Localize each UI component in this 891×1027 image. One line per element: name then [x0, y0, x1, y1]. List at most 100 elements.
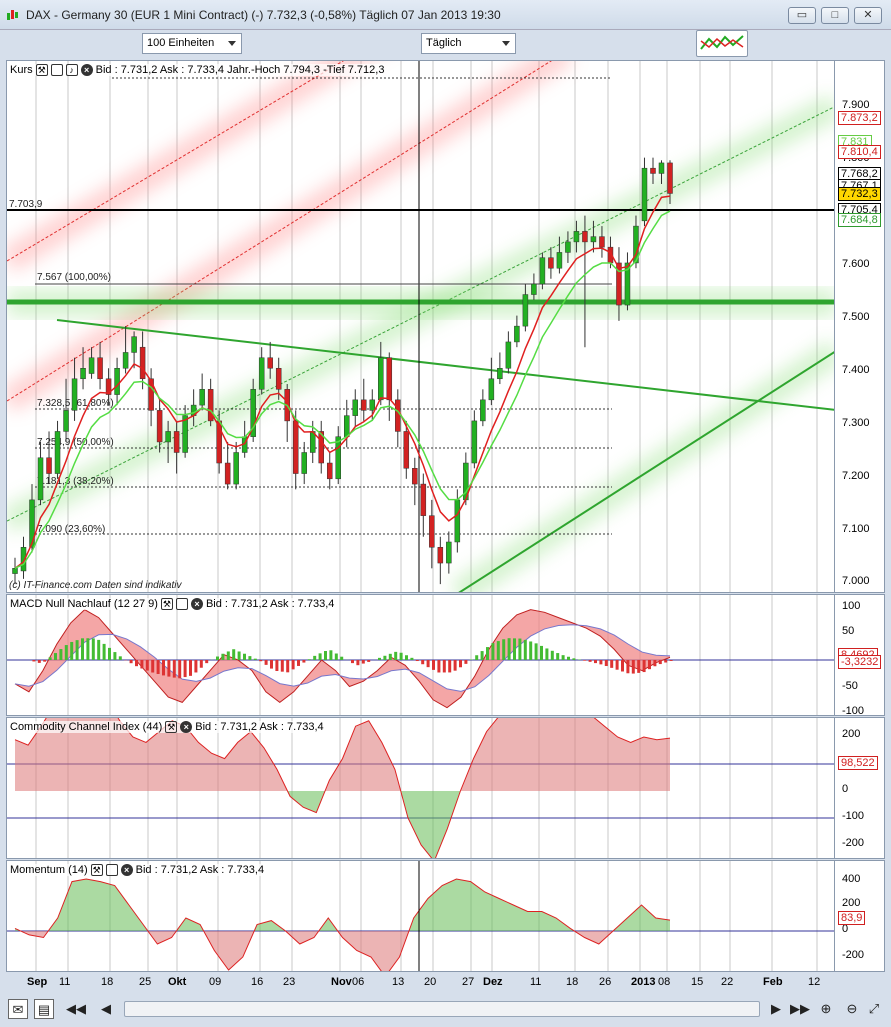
- y-tick-label: 7.500: [842, 311, 870, 323]
- bearish-candle: [105, 378, 112, 395]
- bearish-candle: [599, 236, 605, 248]
- macd-histogram-bar: [189, 660, 192, 676]
- macd-histogram-bar: [232, 649, 236, 660]
- macd-histogram-bar: [664, 660, 668, 663]
- price-panel[interactable]: 7.703,9 7.567 (100,00%) 7.328,5 (61,80%) 7.…: [6, 60, 835, 593]
- price-panel-header: Kurs ⚒ ♪ × Bid : 7.731,2 Ask : 7.733,4 J…: [10, 64, 385, 76]
- zoom-in-icon[interactable]: ⊕: [820, 1001, 832, 1016]
- wrench-icon[interactable]: ⚒: [90, 864, 103, 876]
- bullish-candle: [71, 378, 78, 411]
- bearish-candle: [395, 399, 401, 432]
- close-icon[interactable]: ×: [80, 64, 93, 76]
- close-icon[interactable]: ×: [180, 721, 193, 733]
- macd-histogram-bar: [129, 660, 133, 664]
- price-tag: 7.873,2: [838, 111, 881, 125]
- macd-histogram-bar: [588, 660, 592, 662]
- macd-chart[interactable]: [7, 595, 835, 716]
- y-tick-label: 0: [842, 783, 849, 795]
- macd-histogram-bar: [75, 640, 79, 660]
- macd-histogram-bar: [572, 658, 576, 660]
- macd-histogram-bar: [475, 655, 479, 660]
- chevron-down-icon: [228, 41, 236, 46]
- bearish-candle: [548, 257, 554, 269]
- macd-histogram-bar: [518, 638, 522, 660]
- period-value: Täglich: [426, 37, 462, 49]
- wrench-icon[interactable]: ⚒: [35, 64, 48, 76]
- macd-histogram-bar: [108, 647, 111, 660]
- y-tick-label: 7.300: [842, 417, 870, 429]
- scroll-bar[interactable]: ✉ ▤ ◀◀ ◀ ▶ ▶▶ ⊕ ⊖ ⤢: [6, 997, 886, 1023]
- indicators-button[interactable]: [696, 30, 748, 57]
- macd-histogram-bar: [216, 656, 219, 660]
- price-chart[interactable]: 7.703,97.567 (100,00%)7.328,5 (61,80%)7.…: [7, 61, 835, 593]
- cci-panel[interactable]: Commodity Channel Index (44) ⚒ × Bid : 7…: [6, 717, 835, 859]
- macd-histogram-bar: [405, 655, 408, 660]
- y-tick-label: 7.200: [842, 470, 870, 482]
- macd-histogram-bar: [550, 650, 554, 660]
- bullish-candle: [446, 541, 452, 564]
- title-bar: DAX - Germany 30 (EUR 1 Mini Contract) (…: [0, 0, 891, 30]
- autoscale-icon[interactable]: ⤢: [868, 1001, 880, 1016]
- price-tag: 7.768,2: [838, 167, 881, 181]
- date-tick-label: 25: [139, 976, 152, 988]
- macd-histogram-bar: [253, 658, 257, 660]
- date-tick-label: 12: [808, 976, 821, 988]
- macd-histogram-bar: [648, 660, 651, 670]
- macd-histogram-bar: [394, 651, 398, 660]
- price-tag: 7.684,8: [838, 213, 881, 227]
- date-tick-label: 11: [59, 976, 71, 988]
- first-page-icon[interactable]: ◀◀: [66, 1001, 86, 1016]
- macd-histogram-bar: [145, 660, 149, 671]
- momentum-panel[interactable]: Momentum (14) ⚒ × Bid : 7.731,2 Ask : 7.…: [6, 860, 835, 972]
- macd-panel[interactable]: MACD Null Nachlauf (12 27 9) ⚒ × Bid : 7…: [6, 594, 835, 716]
- macd-histogram-bar: [48, 657, 52, 660]
- macd-signal-line: [14, 624, 671, 692]
- resistance-glow: [7, 61, 369, 273]
- bullish-candle: [488, 378, 495, 401]
- date-tick-label: Feb: [763, 976, 783, 988]
- close-icon[interactable]: ×: [190, 598, 203, 610]
- macd-histogram-bar: [642, 660, 646, 673]
- minimize-button[interactable]: ▭: [788, 7, 816, 24]
- bullish-candle: [122, 352, 129, 369]
- scroll-track[interactable]: [124, 1001, 760, 1017]
- macd-histogram-bar: [264, 660, 268, 665]
- bullish-candle: [480, 399, 486, 422]
- date-tick-label: 2013: [631, 976, 656, 988]
- close-button[interactable]: ✕: [854, 7, 882, 24]
- macd-histogram-bar: [178, 660, 182, 679]
- print-icon[interactable]: ▤: [34, 999, 54, 1019]
- macd-histogram-bar: [523, 639, 527, 660]
- bearish-candle: [224, 462, 231, 485]
- last-page-icon[interactable]: ▶▶: [790, 1001, 810, 1016]
- macd-histogram-bar: [54, 653, 57, 660]
- cci-chart[interactable]: [7, 718, 835, 859]
- wrench-icon[interactable]: ⚒: [165, 721, 178, 733]
- momentum-chart[interactable]: [7, 861, 835, 972]
- y-tick-label: 7.600: [842, 258, 870, 270]
- window-icon[interactable]: [175, 598, 188, 610]
- macd-histogram-bar: [199, 660, 203, 668]
- previous-icon[interactable]: ◀: [101, 1001, 111, 1016]
- macd-histogram-bar: [286, 660, 290, 673]
- date-tick-label: Nov: [331, 976, 352, 988]
- save-icon[interactable]: ✉: [8, 999, 28, 1019]
- zoom-out-icon[interactable]: ⊖: [846, 1001, 858, 1016]
- macd-histogram-bar: [86, 638, 90, 660]
- wrench-icon[interactable]: ⚒: [160, 598, 173, 610]
- macd-histogram-bar: [480, 651, 484, 660]
- macd-histogram-bar: [464, 660, 468, 664]
- units-dropdown[interactable]: 100 Einheiten: [142, 33, 242, 54]
- bell-icon[interactable]: ♪: [65, 64, 78, 76]
- next-icon[interactable]: ▶: [771, 1001, 781, 1016]
- bearish-candle: [148, 378, 154, 411]
- date-axis: Sep 11 18 25 Okt 09 16 23 Nov 06 13 20 27 Dez 11 18 26 20…: [6, 973, 835, 993]
- maximize-button[interactable]: □: [821, 7, 849, 24]
- period-dropdown[interactable]: Täglich: [421, 33, 516, 54]
- macd-histogram-bar: [610, 660, 614, 668]
- macd-histogram-bar: [486, 647, 489, 660]
- close-icon[interactable]: ×: [120, 864, 133, 876]
- macd-panel-header: MACD Null Nachlauf (12 27 9) ⚒ × Bid : 7…: [10, 598, 335, 610]
- window-icon[interactable]: [105, 864, 118, 876]
- window-icon[interactable]: [50, 64, 63, 76]
